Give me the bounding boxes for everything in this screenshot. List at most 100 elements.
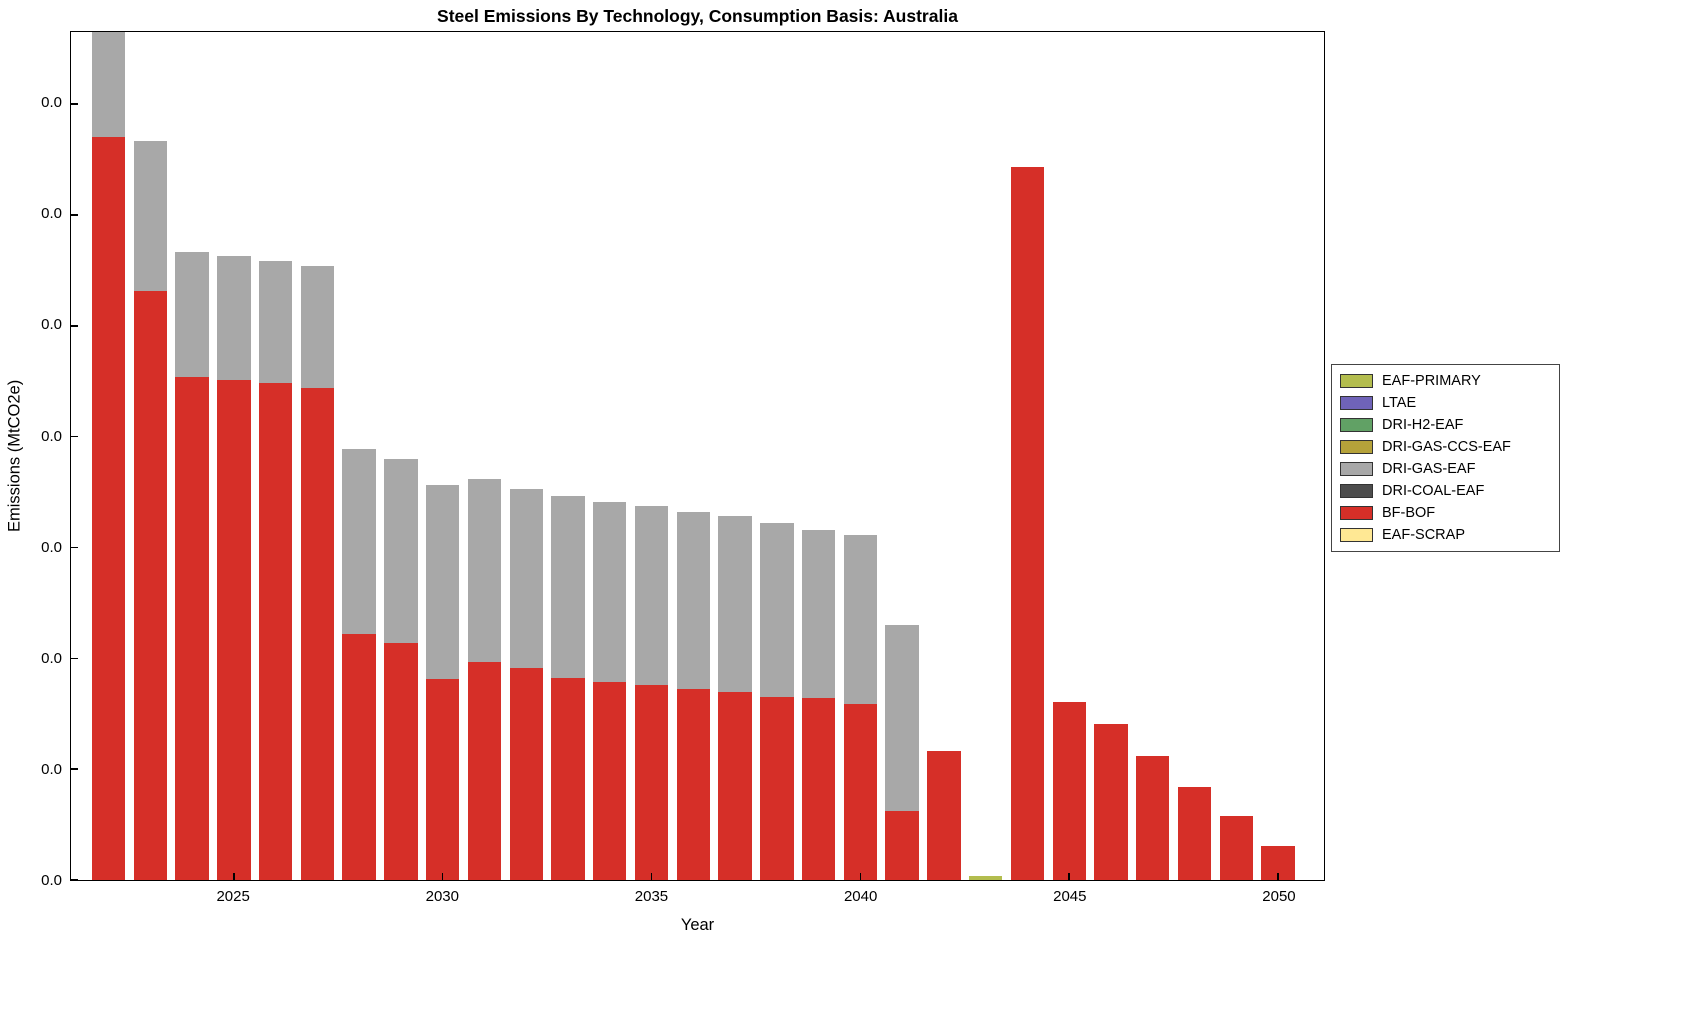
bar-segment-bf-bof-2034 (593, 681, 627, 880)
legend-entry-dri-gas-eaf: DRI-GAS-EAF (1332, 458, 1559, 480)
legend-label-ltae: LTAE (1382, 395, 1417, 411)
y-tick-label-5: 0.0 (41, 316, 62, 334)
bar-segment-bf-bof-2048 (1177, 786, 1212, 880)
x-tick-label-2040: 2040 (843, 888, 878, 905)
bar-segment-bf-bof-2031 (467, 661, 502, 880)
bar-segment-dri-gas-eaf-2036 (676, 511, 711, 690)
x-tick-label-2050: 2050 (1262, 888, 1296, 905)
y-tick-mark-4 (71, 435, 78, 438)
bar-segment-dri-gas-eaf-2032 (509, 488, 543, 669)
bar-segment-bf-bof-2037 (718, 691, 752, 880)
legend-label-eaf-primary: EAF-PRIMARY (1382, 373, 1481, 389)
bar-segment-bf-bof-2042 (927, 751, 961, 880)
y-tick-label-3: 0.0 (41, 538, 62, 556)
legend-entry-dri-gas-ccs-eaf: DRI-GAS-CCS-EAF (1332, 436, 1559, 458)
y-tick-mark-6 (71, 214, 78, 216)
bar-segment-bf-bof-2035 (634, 684, 669, 880)
bar-segment-bf-bof-2041 (885, 811, 919, 880)
legend-swatch-dri-coal-eaf (1340, 484, 1373, 498)
y-tick-label-1: 0.0 (41, 760, 62, 778)
bar-segment-bf-bof-2047 (1136, 755, 1170, 880)
bar-segment-dri-gas-eaf-2028 (342, 448, 376, 634)
legend-entry-bf-bof: BF-BOF (1332, 502, 1559, 524)
bar-segment-bf-bof-2038 (760, 697, 794, 880)
x-axis-label: Year (680, 916, 715, 934)
bar-segment-dri-gas-eaf-2030 (426, 485, 460, 680)
y-tick-mark-5 (71, 325, 78, 327)
bar-segment-bf-bof-2049 (1219, 815, 1253, 880)
bar-segment-dri-gas-eaf-2034 (593, 502, 627, 682)
legend-swatch-eaf-scrap (1340, 528, 1373, 542)
x-tick-mark-2025 (233, 873, 235, 880)
y-tick-label-2: 0.0 (41, 649, 62, 667)
chart-title: Steel Emissions By Technology, Consumpti… (437, 6, 958, 26)
legend-entry-dri-h2-eaf: DRI-H2-EAF (1332, 414, 1559, 436)
y-tick-mark-2 (71, 657, 78, 660)
bar-segment-bf-bof-2024 (175, 376, 209, 880)
legend-swatch-dri-gas-eaf (1340, 462, 1373, 476)
y-tick-label-4: 0.0 (41, 427, 62, 445)
legend-swatch-eaf-primary (1340, 374, 1373, 388)
y-tick-label-6: 0.0 (41, 205, 62, 223)
bar-segment-dri-gas-eaf-2029 (384, 458, 418, 643)
y-tick-mark-1 (71, 768, 78, 770)
legend-entry-ltae: LTAE (1332, 392, 1559, 414)
legend-swatch-ltae (1340, 396, 1373, 410)
legend-entry-dri-coal-eaf: DRI-COAL-EAF (1332, 480, 1559, 502)
bar-segment-dri-gas-eaf-2022 (91, 32, 126, 138)
legend-label-bf-bof: BF-BOF (1382, 505, 1436, 521)
bar-segment-bf-bof-2039 (801, 698, 836, 880)
y-tick-mark-7 (71, 103, 78, 105)
bar-segment-dri-gas-eaf-2023 (133, 140, 168, 292)
bar-segment-dri-gas-eaf-2040 (843, 535, 878, 704)
legend-entry-eaf-scrap: EAF-SCRAP (1332, 524, 1559, 546)
x-tick-mark-2045 (1068, 873, 1070, 880)
bar-segment-bf-bof-2030 (426, 679, 460, 880)
bar-segment-bf-bof-2040 (843, 703, 878, 880)
bar-segment-dri-gas-eaf-2031 (467, 478, 502, 662)
x-tick-mark-2040 (859, 873, 862, 880)
bar-segment-dri-gas-eaf-2035 (634, 506, 669, 685)
legend-entry-eaf-primary: EAF-PRIMARY (1332, 370, 1559, 392)
legend-label-dri-h2-eaf: DRI-H2-EAF (1382, 417, 1464, 433)
y-axis-label: Emissions (MtCO2e) (5, 379, 24, 533)
bar-segment-dri-gas-eaf-2038 (760, 523, 794, 698)
bar-segment-dri-gas-eaf-2041 (885, 625, 919, 812)
bar-segment-dri-gas-eaf-2026 (258, 261, 293, 384)
x-tick-mark-2050 (1277, 873, 1279, 880)
bar-segment-dri-gas-eaf-2024 (175, 251, 209, 377)
legend-swatch-dri-gas-ccs-eaf (1340, 440, 1373, 454)
bar-segment-bf-bof-2027 (300, 387, 335, 880)
x-tick-label-2030: 2030 (425, 888, 459, 905)
bar-segment-bf-bof-2046 (1094, 723, 1128, 880)
bar-segment-bf-bof-2033 (551, 678, 585, 880)
bar-segment-bf-bof-2023 (133, 291, 168, 880)
x-tick-label-2045: 2045 (1053, 888, 1087, 905)
y-tick-mark-0 (71, 879, 78, 881)
bar-segment-bf-bof-2032 (509, 668, 543, 880)
y-tick-label-7: 0.0 (41, 94, 62, 112)
legend-swatch-bf-bof (1340, 506, 1373, 520)
bar-segment-bf-bof-2044 (1010, 167, 1045, 880)
bar-segment-dri-gas-eaf-2039 (801, 529, 836, 699)
bar-segment-dri-gas-eaf-2033 (551, 496, 585, 679)
bar-segment-bf-bof-2045 (1052, 701, 1086, 880)
x-tick-label-2035: 2035 (634, 888, 669, 905)
y-tick-mark-3 (71, 546, 78, 549)
bar-segment-dri-gas-eaf-2025 (217, 255, 251, 381)
x-tick-mark-2030 (441, 873, 444, 880)
bar-segment-bf-bof-2026 (258, 383, 293, 880)
plot-area (70, 31, 1325, 881)
y-tick-label-0: 0.0 (41, 872, 62, 889)
x-tick-label-2025: 2025 (216, 888, 250, 905)
bar-segment-dri-gas-eaf-2027 (300, 265, 335, 388)
bar-segment-bf-bof-2028 (342, 633, 376, 880)
bar-segment-bf-bof-2029 (384, 642, 418, 880)
bar-segment-dri-gas-eaf-2037 (718, 516, 752, 692)
bar-segment-bf-bof-2022 (91, 137, 126, 880)
legend-label-dri-gas-ccs-eaf: DRI-GAS-CCS-EAF (1382, 439, 1511, 455)
legend-swatch-dri-h2-eaf (1340, 418, 1373, 432)
x-tick-mark-2035 (650, 873, 653, 880)
legend-label-eaf-scrap: EAF-SCRAP (1382, 527, 1465, 543)
